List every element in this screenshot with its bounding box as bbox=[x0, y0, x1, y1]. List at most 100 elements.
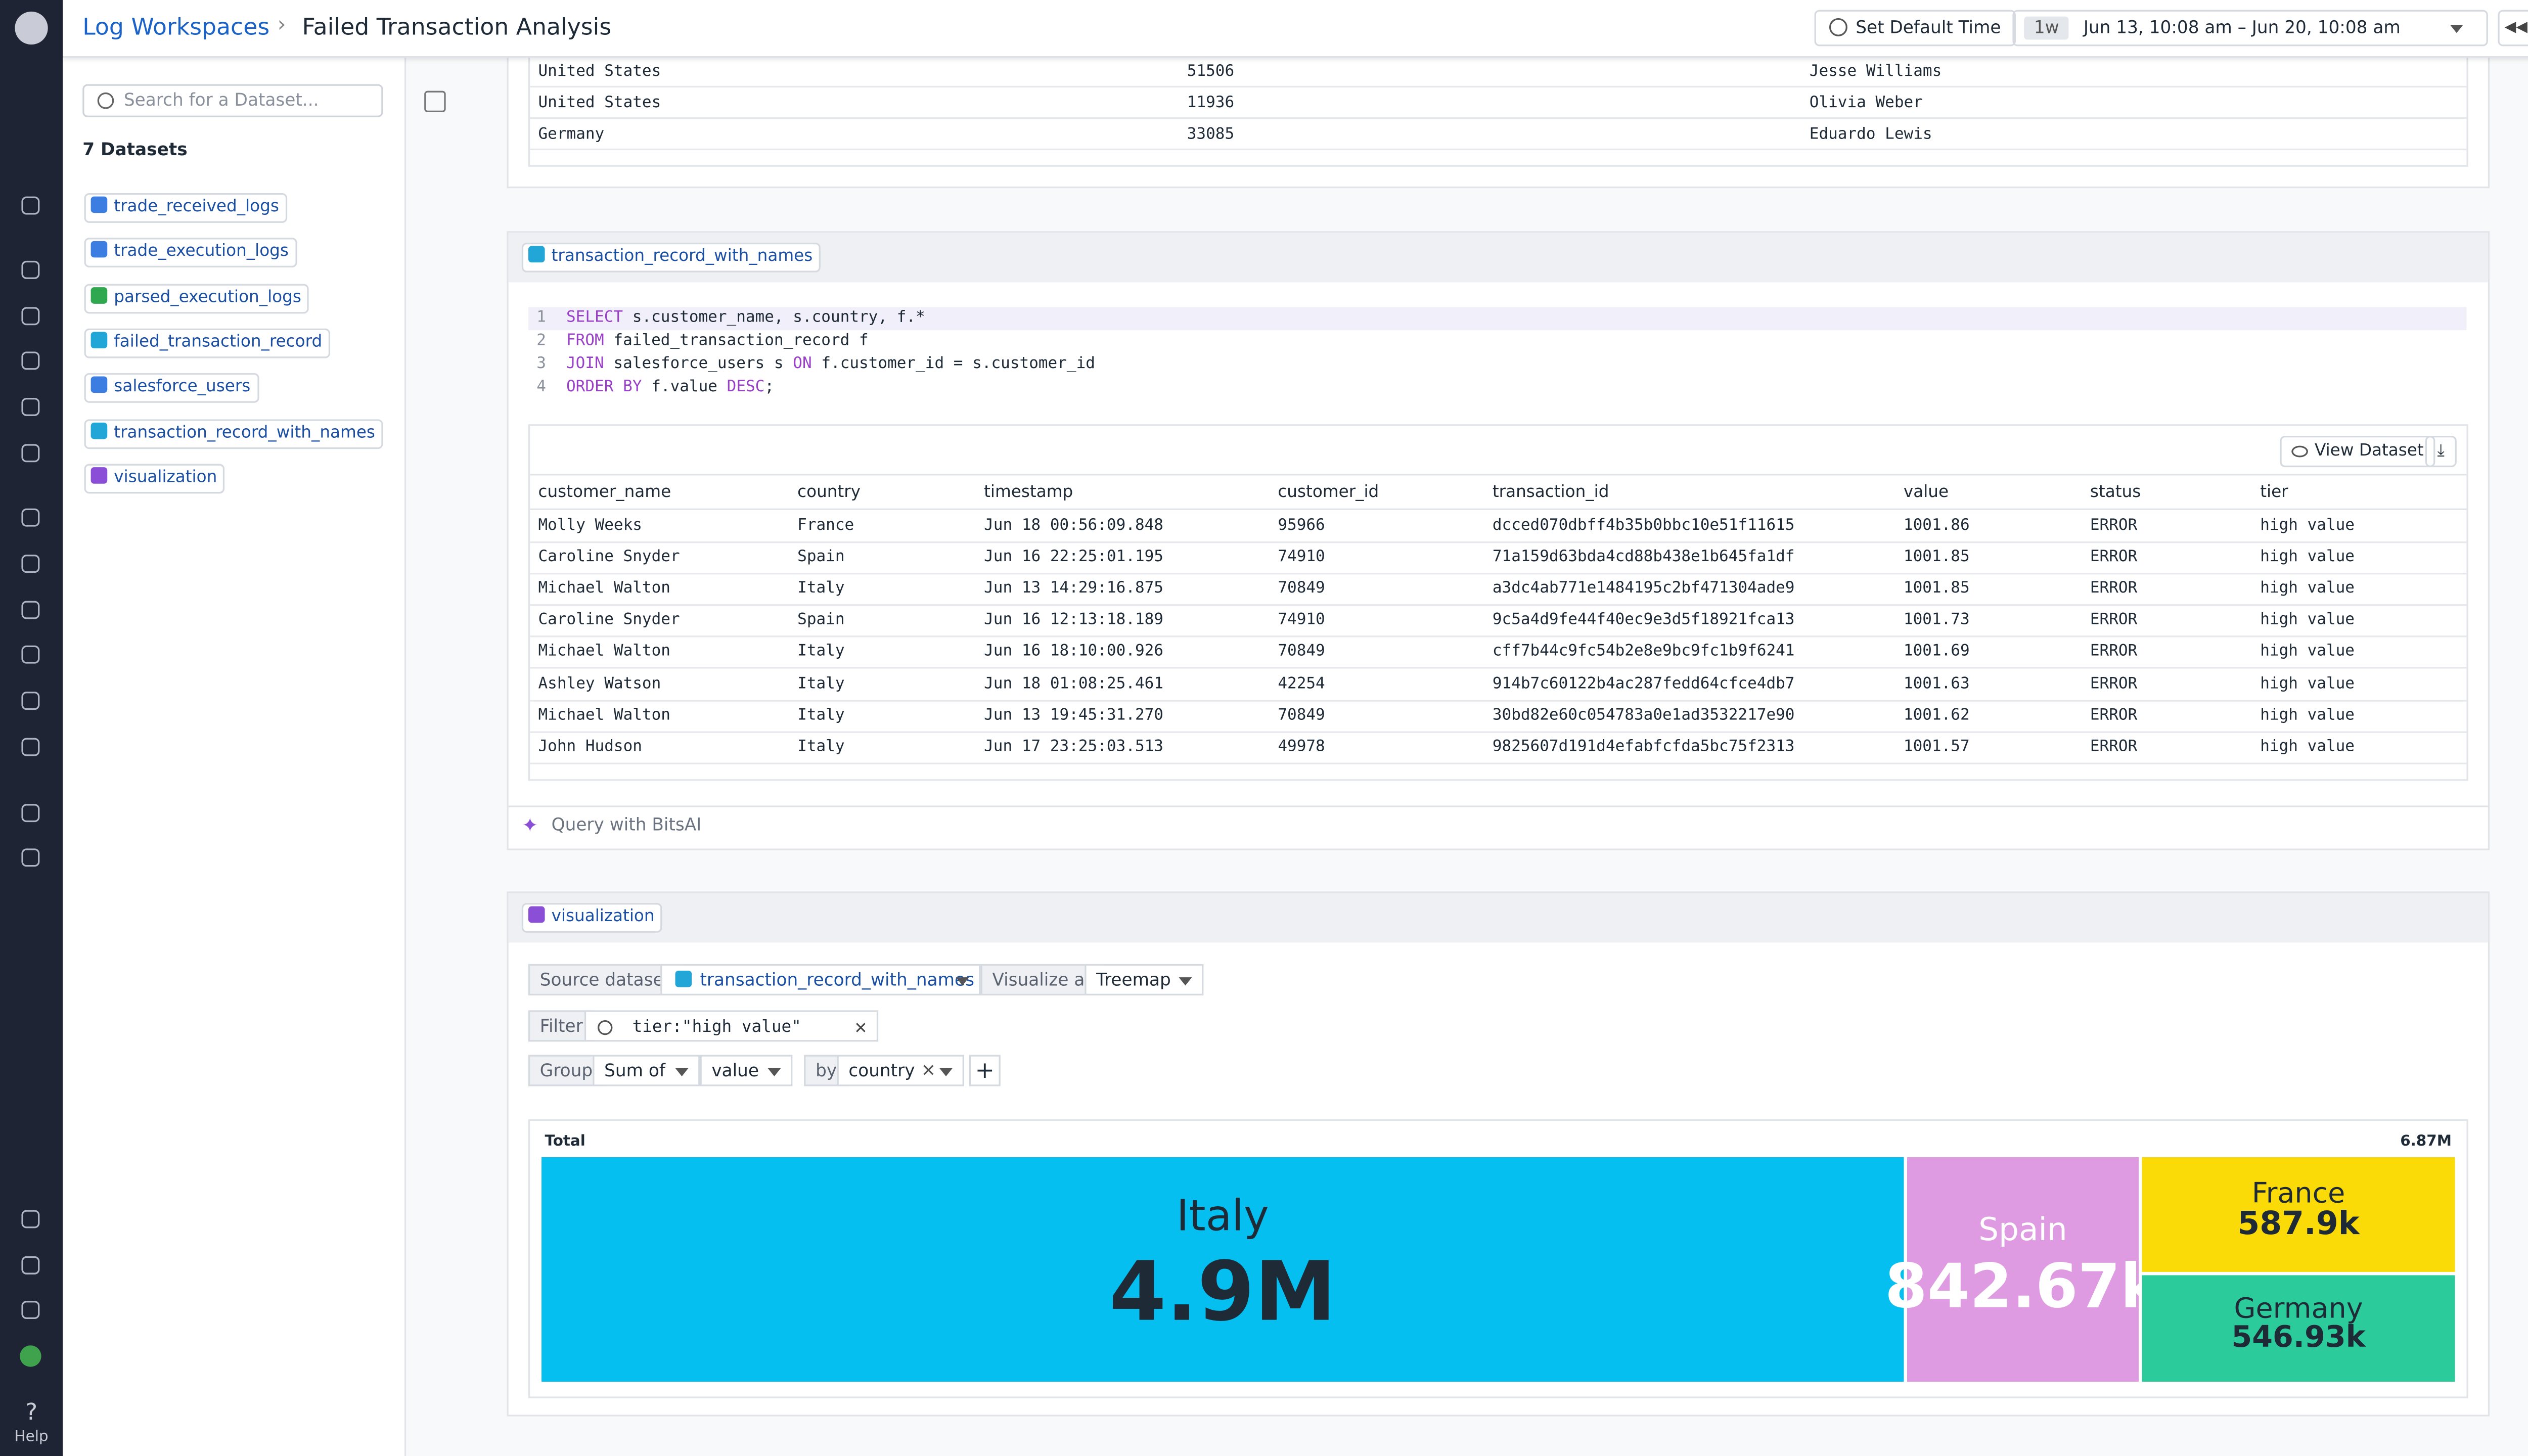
time-range-picker[interactable]: 1w Jun 13, 10:08 am – Jun 20, 10:08 am bbox=[2012, 10, 2488, 47]
field-select[interactable]: value bbox=[700, 1055, 793, 1086]
filter-input[interactable]: tier:"high value" ✕ bbox=[584, 1010, 879, 1042]
nav-icon[interactable] bbox=[21, 804, 40, 823]
back-button[interactable]: ◀◀ bbox=[2498, 10, 2528, 47]
cell: ERROR bbox=[2090, 579, 2138, 598]
cell: Eduardo Lewis bbox=[1809, 125, 1932, 144]
treemap-tile bbox=[1907, 1157, 2139, 1382]
dataset-icon bbox=[91, 331, 108, 348]
column-header: status bbox=[2090, 483, 2141, 502]
cell: 9c5a4d9fe44f40ec9e3d5f18921fca13 bbox=[1492, 611, 1795, 630]
caret bbox=[1179, 977, 1192, 986]
column-header: country bbox=[797, 483, 861, 502]
dataset-icon bbox=[91, 196, 108, 213]
agg-select[interactable]: Sum of bbox=[593, 1055, 700, 1086]
cell: Italy bbox=[797, 579, 845, 598]
search-placeholder: Search for a Dataset... bbox=[123, 90, 319, 111]
add-group-button[interactable]: + bbox=[969, 1055, 1001, 1086]
cell: Spain bbox=[797, 611, 845, 630]
sidebar: Search for a Dataset... 7 Datasets trade… bbox=[63, 56, 407, 1456]
download-button[interactable]: ⤓ bbox=[2425, 436, 2457, 468]
nav-icon[interactable] bbox=[21, 1256, 40, 1275]
nav-icon[interactable] bbox=[21, 692, 40, 710]
row-divider bbox=[530, 85, 2467, 88]
help-icon[interactable]: ? bbox=[25, 1399, 38, 1427]
button-label: View Dataset bbox=[2314, 442, 2424, 461]
nav-icon[interactable] bbox=[21, 307, 40, 326]
field-value: value bbox=[711, 1061, 759, 1081]
chart-frame: Total 6.87M Italy 4.9M Spain 842.67k France 5… bbox=[528, 1119, 2468, 1398]
cell: 9825607d191d4efabfcfda5bc75f2313 bbox=[1492, 737, 1795, 756]
cell: 1001.73 bbox=[1903, 611, 1970, 630]
chip-label: transaction_record_with_names bbox=[551, 247, 813, 266]
logo[interactable] bbox=[15, 11, 48, 45]
visualize-value: Treemap bbox=[1096, 971, 1171, 991]
dataset-chip[interactable]: salesforce_users bbox=[84, 373, 259, 403]
nav-icon[interactable] bbox=[21, 555, 40, 573]
nav-icon[interactable] bbox=[21, 848, 40, 867]
collapse-button[interactable] bbox=[424, 90, 446, 113]
cell: Jun 13 19:45:31.270 bbox=[984, 706, 1163, 724]
by-select[interactable]: country ✕ bbox=[837, 1055, 964, 1086]
nav-icon[interactable] bbox=[21, 351, 40, 370]
remove-icon[interactable]: ✕ bbox=[921, 1061, 936, 1081]
view-dataset-button[interactable]: View Dataset bbox=[2280, 436, 2435, 468]
dataset-chip[interactable]: trade_execution_logs bbox=[84, 238, 297, 268]
search-icon bbox=[97, 92, 114, 109]
cell: high value bbox=[2260, 737, 2355, 756]
line-number: 4 bbox=[536, 378, 546, 396]
nav-icon[interactable] bbox=[21, 738, 40, 756]
treemap-tile bbox=[2142, 1275, 2455, 1382]
cell-name-chip[interactable]: transaction_record_with_names bbox=[521, 243, 821, 272]
dataset-icon bbox=[91, 422, 108, 438]
cell: Jun 17 23:25:03.513 bbox=[984, 737, 1163, 756]
avatar[interactable] bbox=[20, 1345, 41, 1367]
nav-icon[interactable] bbox=[21, 397, 40, 416]
help-label[interactable]: Help bbox=[14, 1429, 49, 1446]
nav-icon[interactable] bbox=[21, 1301, 40, 1319]
nav-icon[interactable] bbox=[21, 260, 40, 279]
nav-icon[interactable] bbox=[21, 1210, 40, 1228]
cell-name-chip[interactable]: visualization bbox=[521, 903, 663, 933]
nav-icon[interactable] bbox=[21, 601, 40, 619]
cell: high value bbox=[2260, 579, 2355, 598]
cell: Jun 18 01:08:25.461 bbox=[984, 674, 1163, 693]
cell: a3dc4ab771e1484195c2bf471304ade9 bbox=[1492, 579, 1795, 598]
nav-icon[interactable] bbox=[21, 444, 40, 463]
line-number: 1 bbox=[536, 308, 546, 327]
cell: 914b7c60122b4ac287fedd64cfce4db7 bbox=[1492, 674, 1795, 693]
caret bbox=[768, 1068, 781, 1076]
cell: 70849 bbox=[1278, 579, 1325, 598]
dataset-chip[interactable]: transaction_record_with_names bbox=[84, 418, 384, 448]
cell: 1001.69 bbox=[1903, 643, 1970, 661]
column-header: tier bbox=[2260, 483, 2288, 502]
cell: ERROR bbox=[2090, 611, 2138, 630]
dataset-chip[interactable]: failed_transaction_record bbox=[84, 328, 331, 358]
cell: high value bbox=[2260, 674, 2355, 693]
cell: ERROR bbox=[2090, 517, 2138, 535]
column-header: timestamp bbox=[984, 483, 1073, 502]
breadcrumb[interactable]: Log Workspaces bbox=[82, 15, 270, 41]
cell: 1001.63 bbox=[1903, 674, 1970, 693]
nav-icon[interactable] bbox=[21, 508, 40, 527]
search-box[interactable]: Search for a Dataset... bbox=[82, 84, 383, 117]
dataset-chip[interactable]: parsed_execution_logs bbox=[84, 283, 310, 313]
results-table: View Dataset ⤓ customer_name country times… bbox=[528, 424, 2468, 781]
sql-cell: transaction_record_with_names View Datas… bbox=[507, 231, 2490, 850]
cell: 95966 bbox=[1278, 517, 1325, 535]
row-divider bbox=[530, 541, 2467, 543]
dataset-name: parsed_execution_logs bbox=[114, 288, 301, 307]
dataset-chip[interactable]: trade_received_logs bbox=[84, 193, 288, 223]
nav-icon[interactable] bbox=[21, 645, 40, 664]
visualize-select[interactable]: Treemap bbox=[1085, 964, 1204, 995]
cell: 74910 bbox=[1278, 548, 1325, 567]
dataset-chip[interactable]: visualization bbox=[84, 463, 225, 493]
tile-label: Germany bbox=[2234, 1292, 2363, 1325]
dataset-name: failed_transaction_record bbox=[114, 333, 323, 352]
clear-icon[interactable]: ✕ bbox=[854, 1015, 867, 1038]
source-select[interactable]: transaction_record_with_names bbox=[660, 964, 981, 995]
nav-icon[interactable] bbox=[21, 196, 40, 215]
set-default-time-button[interactable]: Set Default Time bbox=[1814, 10, 2016, 47]
bitsai-prompt[interactable]: Query with BitsAI bbox=[551, 815, 702, 836]
cell: Jun 18 00:56:09.848 bbox=[984, 517, 1163, 535]
by-value: country bbox=[848, 1061, 915, 1081]
